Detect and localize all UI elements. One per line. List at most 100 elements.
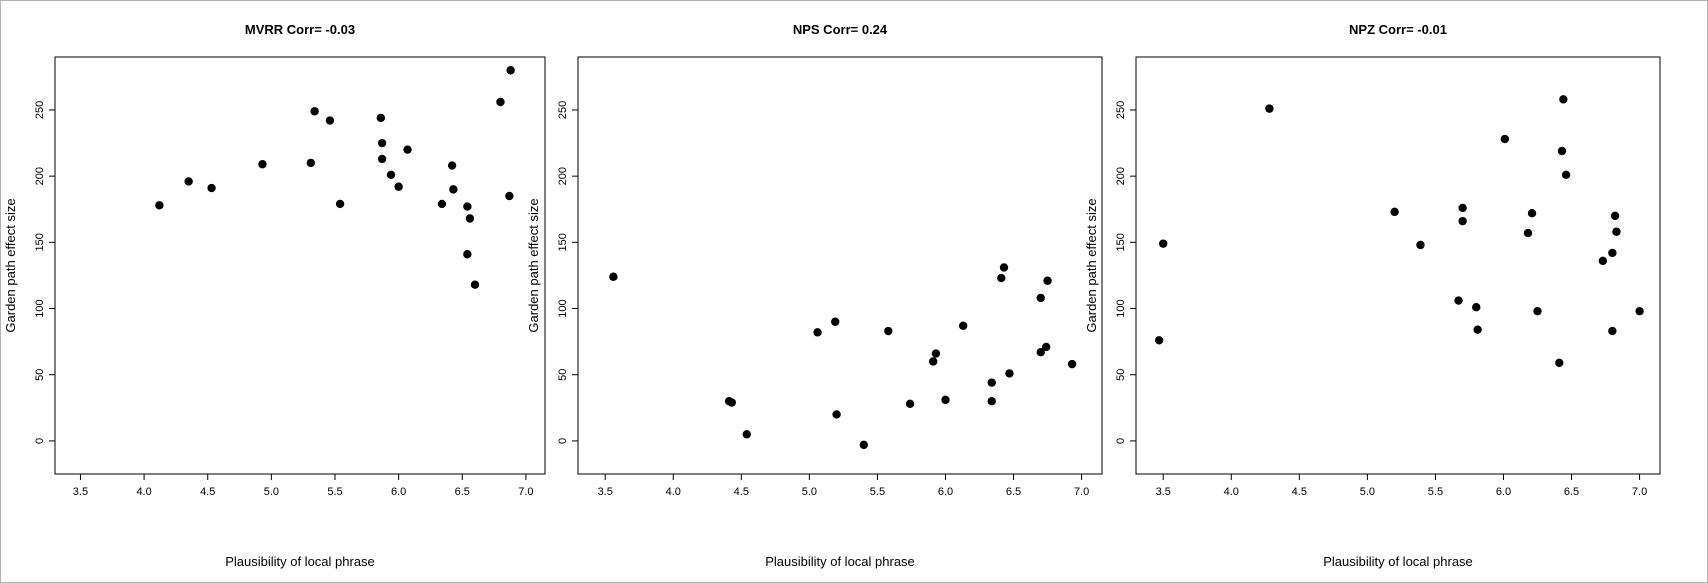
data-point: [1416, 240, 1425, 250]
data-point: [1473, 325, 1482, 334]
y-tick-label: 50: [1115, 369, 1127, 381]
data-point: [1265, 104, 1274, 113]
x-tick-label: 5.0: [1360, 486, 1375, 498]
plot-frame: [577, 56, 1103, 475]
data-point: [463, 250, 472, 259]
data-point: [1561, 170, 1571, 180]
x-tick-label: 7.0: [518, 486, 533, 498]
data-point: [997, 273, 1006, 283]
data-point: [155, 201, 164, 210]
data-point: [184, 177, 193, 186]
chart-title: NPZ Corr= -0.01: [1349, 22, 1447, 37]
x-tick-label: 4.0: [666, 486, 681, 498]
data-point: [1005, 369, 1014, 378]
data-point: [1608, 326, 1617, 336]
data-point: [1500, 134, 1510, 144]
data-point: [958, 321, 968, 330]
x-axis-title: Plausibility of local phrase: [225, 554, 375, 569]
y-tick-label: 50: [557, 369, 569, 381]
data-point: [325, 116, 335, 125]
data-point: [831, 317, 840, 326]
x-tick-label: 6.5: [455, 486, 470, 498]
data-point: [1598, 256, 1608, 266]
data-point: [207, 183, 216, 193]
data-point: [742, 430, 751, 439]
x-tick-label: 4.5: [1292, 486, 1307, 498]
y-tick-label: 200: [34, 167, 46, 185]
data-point: [1610, 211, 1620, 221]
data-point: [859, 440, 869, 450]
y-tick-label: 100: [1115, 299, 1127, 317]
data-point: [465, 214, 475, 223]
data-point: [1036, 293, 1045, 303]
data-point: [609, 272, 618, 281]
y-tick-label: 0: [557, 438, 569, 444]
data-point: [931, 349, 941, 358]
data-point: [727, 398, 736, 407]
y-axis-title: Garden path effect size: [3, 198, 18, 332]
data-point: [1067, 359, 1077, 369]
data-point: [496, 97, 505, 107]
data-point: [813, 328, 822, 337]
data-point: [377, 138, 387, 148]
data-point: [1527, 209, 1537, 218]
y-tick-label: 200: [557, 167, 569, 185]
data-point: [310, 107, 319, 116]
y-tick-label: 0: [34, 438, 46, 444]
y-tick-label: 150: [557, 233, 569, 251]
x-tick-label: 4.5: [200, 486, 215, 498]
data-point: [1036, 348, 1045, 357]
x-tick-label: 5.0: [264, 486, 279, 498]
data-point: [449, 185, 458, 194]
data-point: [1523, 228, 1533, 238]
plot-frame: [1135, 56, 1661, 475]
plot-frame: [54, 56, 546, 475]
data-point: [463, 202, 472, 211]
x-tick-label: 6.0: [391, 486, 406, 498]
data-point: [1159, 239, 1168, 248]
data-point: [306, 158, 316, 168]
data-point: [470, 280, 480, 289]
data-point: [999, 263, 1009, 272]
x-tick-label: 3.5: [598, 486, 613, 498]
y-tick-label: 250: [1115, 101, 1127, 119]
data-point: [506, 66, 515, 75]
y-tick-label: 150: [34, 233, 46, 251]
chart-title: NPS Corr= 0.24: [793, 22, 888, 37]
data-point: [1043, 276, 1052, 285]
x-tick-label: 6.5: [1006, 486, 1021, 498]
data-point: [447, 161, 457, 170]
x-tick-label: 4.0: [136, 486, 151, 498]
x-tick-label: 5.0: [802, 486, 817, 498]
data-point: [1559, 95, 1568, 104]
data-point: [1041, 342, 1051, 352]
chart-panel-nps: NPS Corr= 0.24 3.5 4.0 4.5 5.0 5.5 6.0 6.5 7.0 0 5…: [526, 22, 1103, 569]
data-point: [987, 378, 996, 387]
data-point: [1557, 146, 1567, 156]
data-point: [905, 399, 915, 409]
x-tick-label: 7.0: [1632, 486, 1647, 498]
y-tick-label: 100: [557, 299, 569, 317]
x-tick-label: 7.0: [1074, 486, 1089, 498]
x-axis-title: Plausibility of local phrase: [765, 554, 915, 569]
x-tick-label: 4.0: [1224, 486, 1239, 498]
data-point: [335, 199, 345, 209]
data-point: [832, 410, 841, 419]
x-tick-label: 4.5: [734, 486, 749, 498]
data-point: [1390, 207, 1399, 217]
data-point: [394, 182, 403, 191]
chart-panel-npz: NPZ Corr= -0.01 3.5 4.0 4.5 5.0 5.5 6.0 6.5 7.0 0…: [1084, 22, 1661, 569]
x-tick-label: 3.5: [1156, 486, 1171, 498]
data-point: [1458, 203, 1467, 213]
y-tick-label: 50: [34, 369, 46, 381]
chart-title: MVRR Corr= -0.03: [245, 22, 355, 37]
y-tick-label: 200: [1115, 167, 1127, 185]
x-tick-label: 5.5: [870, 486, 885, 498]
data-point: [1458, 216, 1467, 226]
data-point: [1472, 303, 1481, 312]
data-point: [505, 191, 514, 201]
data-point: [376, 113, 386, 123]
data-point: [377, 154, 387, 164]
